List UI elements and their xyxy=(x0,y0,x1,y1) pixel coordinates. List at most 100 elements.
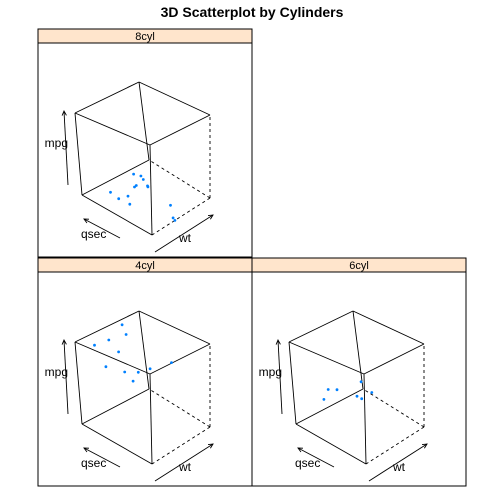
panel-8cyl: 8cyl mpg qsec wt xyxy=(37,28,253,258)
cube-edge xyxy=(81,194,153,236)
data-point xyxy=(326,388,330,391)
cube-edge xyxy=(288,310,354,343)
mpg-axis-arrow xyxy=(63,110,69,186)
cube-edge xyxy=(81,388,150,425)
panel-border-8cyl xyxy=(37,28,253,258)
wt-axis-arrow-head xyxy=(207,443,214,449)
qsec-axis-arrow-head xyxy=(297,447,304,453)
wt-axis-arrow-head xyxy=(421,443,428,449)
qsec-axis-arrow xyxy=(83,447,121,468)
cube-edge xyxy=(74,310,140,343)
strip-label-6cyl: 6cyl xyxy=(349,260,369,272)
data-point xyxy=(117,350,120,354)
cube-edge xyxy=(138,81,150,161)
wt-axis-label: wt xyxy=(178,460,192,474)
data-point xyxy=(104,365,108,369)
data-point xyxy=(359,380,363,384)
data-point xyxy=(120,323,124,327)
cube-edge xyxy=(352,310,364,390)
mpg-axis-label: mpg xyxy=(45,365,68,379)
wt-axis-arrow-head xyxy=(207,214,214,220)
cube-edge xyxy=(138,81,211,116)
qsec-axis-label: qsec xyxy=(81,456,106,470)
data-point xyxy=(146,184,149,188)
cube-edge-hidden xyxy=(151,197,211,236)
data-point xyxy=(141,178,145,181)
panel-6cyl: 6cyl mpg qsec wt xyxy=(251,257,467,487)
wt-axis-label: wt xyxy=(178,231,192,245)
data-point xyxy=(93,343,96,347)
cube-edge-hidden xyxy=(365,426,425,465)
cube-edge xyxy=(81,159,150,196)
data-point xyxy=(169,203,172,207)
data-point xyxy=(131,379,135,383)
wt-axis-arrow xyxy=(368,443,428,482)
panels: 8cyl mpg qsec wt 4cyl mpg qsec wt 6cyl mpg qsec wt xyxy=(37,28,467,487)
cube-edge xyxy=(295,388,364,425)
cube-edge-hidden xyxy=(148,388,211,428)
cube-edge xyxy=(149,144,153,236)
cube-edge xyxy=(74,81,140,114)
cube-edge xyxy=(149,114,211,146)
cube-edge xyxy=(74,341,151,375)
qsec-axis-arrow-head xyxy=(83,447,90,453)
qsec-axis-arrow xyxy=(297,447,335,468)
data-point xyxy=(355,394,359,398)
cube-edge xyxy=(81,423,153,465)
data-point xyxy=(360,397,364,401)
qsec-axis-label: qsec xyxy=(295,456,320,470)
data-point xyxy=(170,361,173,364)
data-point xyxy=(139,174,143,178)
data-point xyxy=(128,202,132,206)
cube-edge xyxy=(149,373,153,465)
cube-edge xyxy=(74,341,83,425)
wt-axis-label: wt xyxy=(392,460,406,474)
mpg-axis-arrow xyxy=(63,339,69,415)
data-point xyxy=(370,391,374,394)
qsec-axis-label: qsec xyxy=(81,227,106,241)
strip-label-4cyl: 4cyl xyxy=(135,260,155,272)
cube-edge xyxy=(363,373,367,465)
mpg-axis-arrow-head xyxy=(61,109,67,116)
mpg-axis-label: mpg xyxy=(259,365,282,379)
qsec-axis-arrow xyxy=(83,218,121,239)
chart-title: 3D Scatterplot by Cylinders xyxy=(161,4,344,20)
mpg-axis-label: mpg xyxy=(45,136,68,150)
cube-edge xyxy=(74,112,151,146)
data-point xyxy=(123,370,127,374)
wt-axis-arrow xyxy=(154,214,214,253)
cube-edge xyxy=(295,423,367,465)
cube-edge xyxy=(288,341,297,425)
cube-edge xyxy=(363,343,425,375)
data-point xyxy=(126,194,130,198)
cube-edge-hidden xyxy=(151,426,211,465)
data-point xyxy=(171,216,175,220)
mpg-axis-arrow-head xyxy=(61,338,67,345)
data-point xyxy=(136,370,140,374)
data-point xyxy=(148,367,152,371)
data-point xyxy=(124,333,128,336)
cube-edge xyxy=(288,341,365,375)
cube-edge xyxy=(138,310,150,390)
cube-edge xyxy=(352,310,425,345)
cube-edge-hidden xyxy=(148,159,211,199)
strip-label-8cyl: 8cyl xyxy=(135,31,155,43)
mpg-axis-arrow-head xyxy=(275,338,281,345)
mpg-axis-arrow xyxy=(277,339,283,415)
cube-edge-hidden xyxy=(362,388,425,428)
panel-4cyl: 4cyl mpg qsec wt xyxy=(37,257,253,487)
data-point xyxy=(322,398,326,401)
cube-edge xyxy=(74,112,83,196)
data-point xyxy=(109,190,112,194)
data-point xyxy=(107,338,111,342)
wt-axis-arrow xyxy=(154,443,214,482)
data-point xyxy=(132,172,136,176)
data-point xyxy=(173,219,177,222)
qsec-axis-arrow-head xyxy=(83,218,90,224)
data-point xyxy=(117,197,121,201)
data-point xyxy=(134,184,138,187)
cube-edge xyxy=(149,343,211,375)
data-point xyxy=(335,388,339,392)
cube-edge xyxy=(138,310,211,345)
